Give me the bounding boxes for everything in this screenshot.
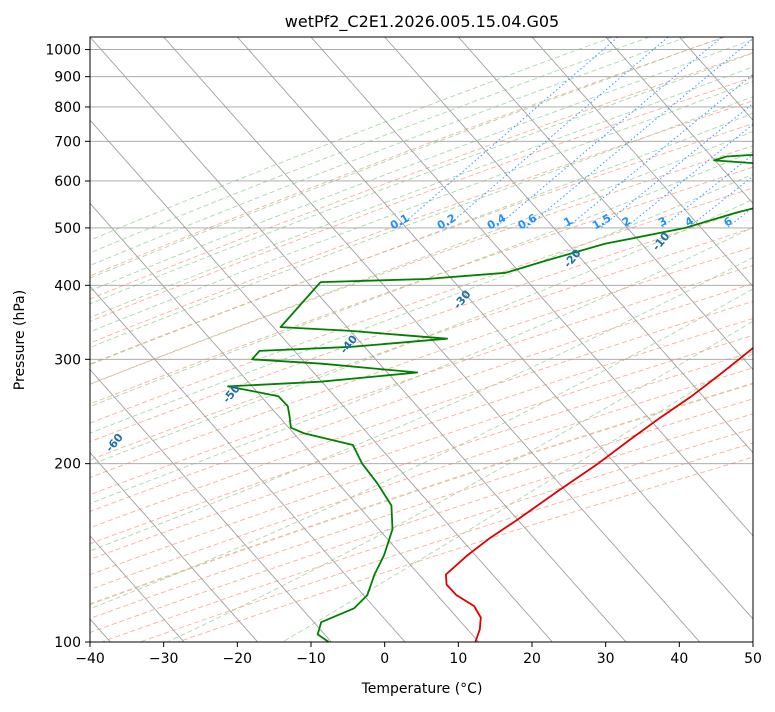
x-tick-label: 40 [670,651,688,667]
x-tick-label: 0 [380,651,389,667]
y-tick-label: 400 [54,278,81,294]
y-axis-label: Pressure (hPa) [12,290,28,390]
chart-title: wetPf2_C2E1.2026.005.15.04.G05 [285,12,559,32]
x-tick-label: 50 [744,651,762,667]
x-tick-label: −20 [223,651,253,667]
y-tick-label: 700 [54,134,81,150]
y-tick-label: 800 [54,100,81,116]
x-tick-label: 20 [523,651,541,667]
y-tick-label: 600 [54,174,81,190]
y-tick-label: 500 [54,221,81,237]
y-tick-label: 100 [54,635,81,651]
x-tick-label: 30 [597,651,615,667]
y-tick-label: 200 [54,457,81,473]
y-tick-label: 900 [54,70,81,86]
x-tick-label: −30 [149,651,179,667]
x-tick-label: −40 [75,651,105,667]
x-tick-label: 10 [449,651,467,667]
x-axis-label: Temperature (°C) [361,681,483,697]
x-tick-label: −10 [296,651,326,667]
y-tick-label: 1000 [45,43,81,59]
y-tick-label: 300 [54,352,81,368]
